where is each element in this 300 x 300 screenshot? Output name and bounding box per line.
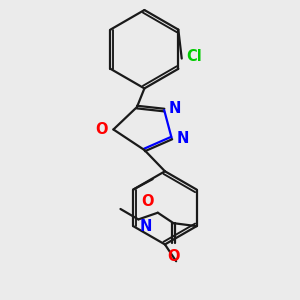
- Text: N: N: [169, 101, 181, 116]
- Text: O: O: [96, 122, 108, 137]
- Text: O: O: [142, 194, 154, 209]
- Text: Cl: Cl: [186, 49, 202, 64]
- Text: O: O: [167, 249, 180, 264]
- Text: N: N: [177, 130, 189, 146]
- Text: N: N: [139, 219, 152, 234]
